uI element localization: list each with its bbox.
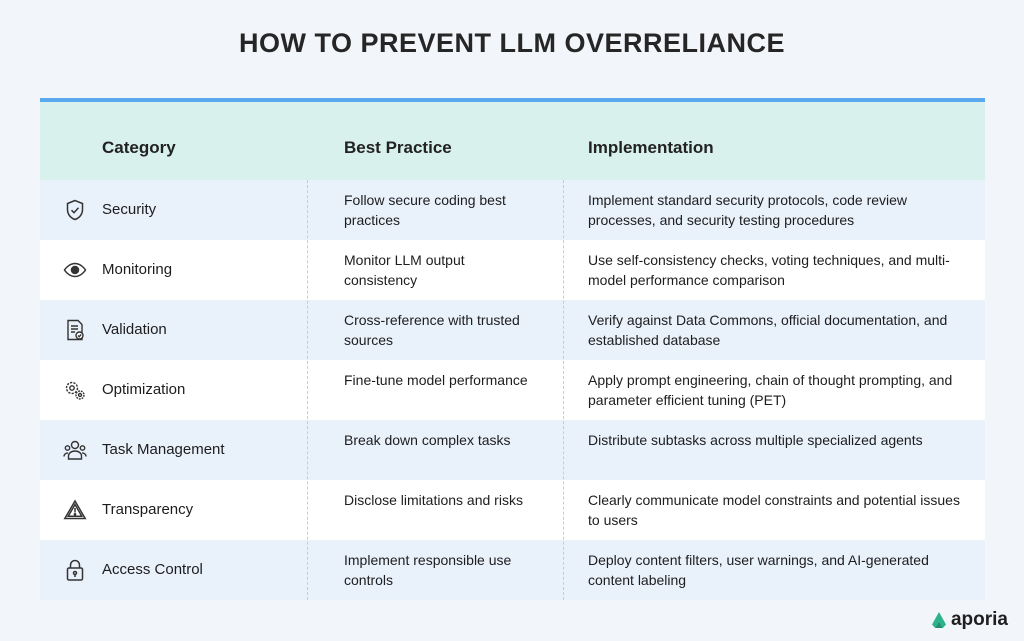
implementation-cell: Verify against Data Commons, official do… xyxy=(588,312,948,348)
warning-icon xyxy=(63,498,87,522)
logo-text: aporia xyxy=(950,609,1008,630)
category-cell: Transparency xyxy=(102,501,194,518)
lock-icon xyxy=(63,558,87,582)
practice-cell: Follow secure coding best practices xyxy=(344,192,506,228)
table-row: Transparency Disclose limitations and ri… xyxy=(40,480,985,540)
table-row: Task Management Break down complex tasks… xyxy=(40,420,985,480)
table-row: Optimization Fine-tune model performance… xyxy=(40,360,985,420)
practice-cell: Cross-reference with trusted sources xyxy=(344,312,520,348)
column-header-category: Category xyxy=(102,138,176,157)
table-top-line xyxy=(40,98,985,102)
implementation-cell: Apply prompt engineering, chain of thoug… xyxy=(588,372,953,408)
gears-icon xyxy=(63,378,87,402)
practice-cell: Break down complex tasks xyxy=(344,432,511,448)
eye-icon xyxy=(63,258,87,282)
practice-cell: Fine-tune model performance xyxy=(344,372,528,388)
implementation-cell: Use self-consistency checks, voting tech… xyxy=(588,252,950,288)
shield-check-icon xyxy=(63,198,87,222)
aporia-logo: aporia xyxy=(931,609,1008,631)
column-divider xyxy=(307,180,308,600)
page-title: HOW TO PREVENT LLM OVERRELIANCE xyxy=(238,28,786,58)
implementation-cell: Clearly communicate model constraints an… xyxy=(588,492,960,528)
table-row: Security Follow secure coding best pract… xyxy=(40,180,985,240)
table-header: Category Best Practice Implementation xyxy=(40,102,985,180)
category-cell: Task Management xyxy=(102,441,225,458)
column-header-best-practice: Best Practice xyxy=(344,138,452,157)
category-cell: Optimization xyxy=(102,381,186,398)
implementation-cell: Distribute subtasks across multiple spec… xyxy=(588,432,923,448)
category-cell: Monitoring xyxy=(102,261,173,278)
category-cell: Validation xyxy=(102,321,167,338)
implementation-cell: Deploy content filters, user warnings, a… xyxy=(588,552,929,588)
practice-cell: Disclose limitations and risks xyxy=(344,492,523,508)
column-divider xyxy=(563,180,564,600)
table-row: Monitoring Monitor LLM output consistenc… xyxy=(40,240,985,300)
table-row: Validation Cross-reference with trusted … xyxy=(40,300,985,360)
document-check-icon xyxy=(63,318,87,342)
column-header-implementation: Implementation xyxy=(588,138,714,157)
aporia-logo-icon xyxy=(931,612,946,628)
practices-table: Category Best Practice Implementation Se… xyxy=(40,98,985,600)
users-icon xyxy=(63,438,87,462)
table-row: Access Control Implement responsible use… xyxy=(40,540,985,600)
practice-cell: Monitor LLM output consistency xyxy=(344,252,465,288)
practice-cell: Implement responsible use controls xyxy=(344,552,512,588)
implementation-cell: Implement standard security protocols, c… xyxy=(588,192,908,228)
category-cell: Access Control xyxy=(102,561,203,578)
category-cell: Security xyxy=(102,201,157,218)
